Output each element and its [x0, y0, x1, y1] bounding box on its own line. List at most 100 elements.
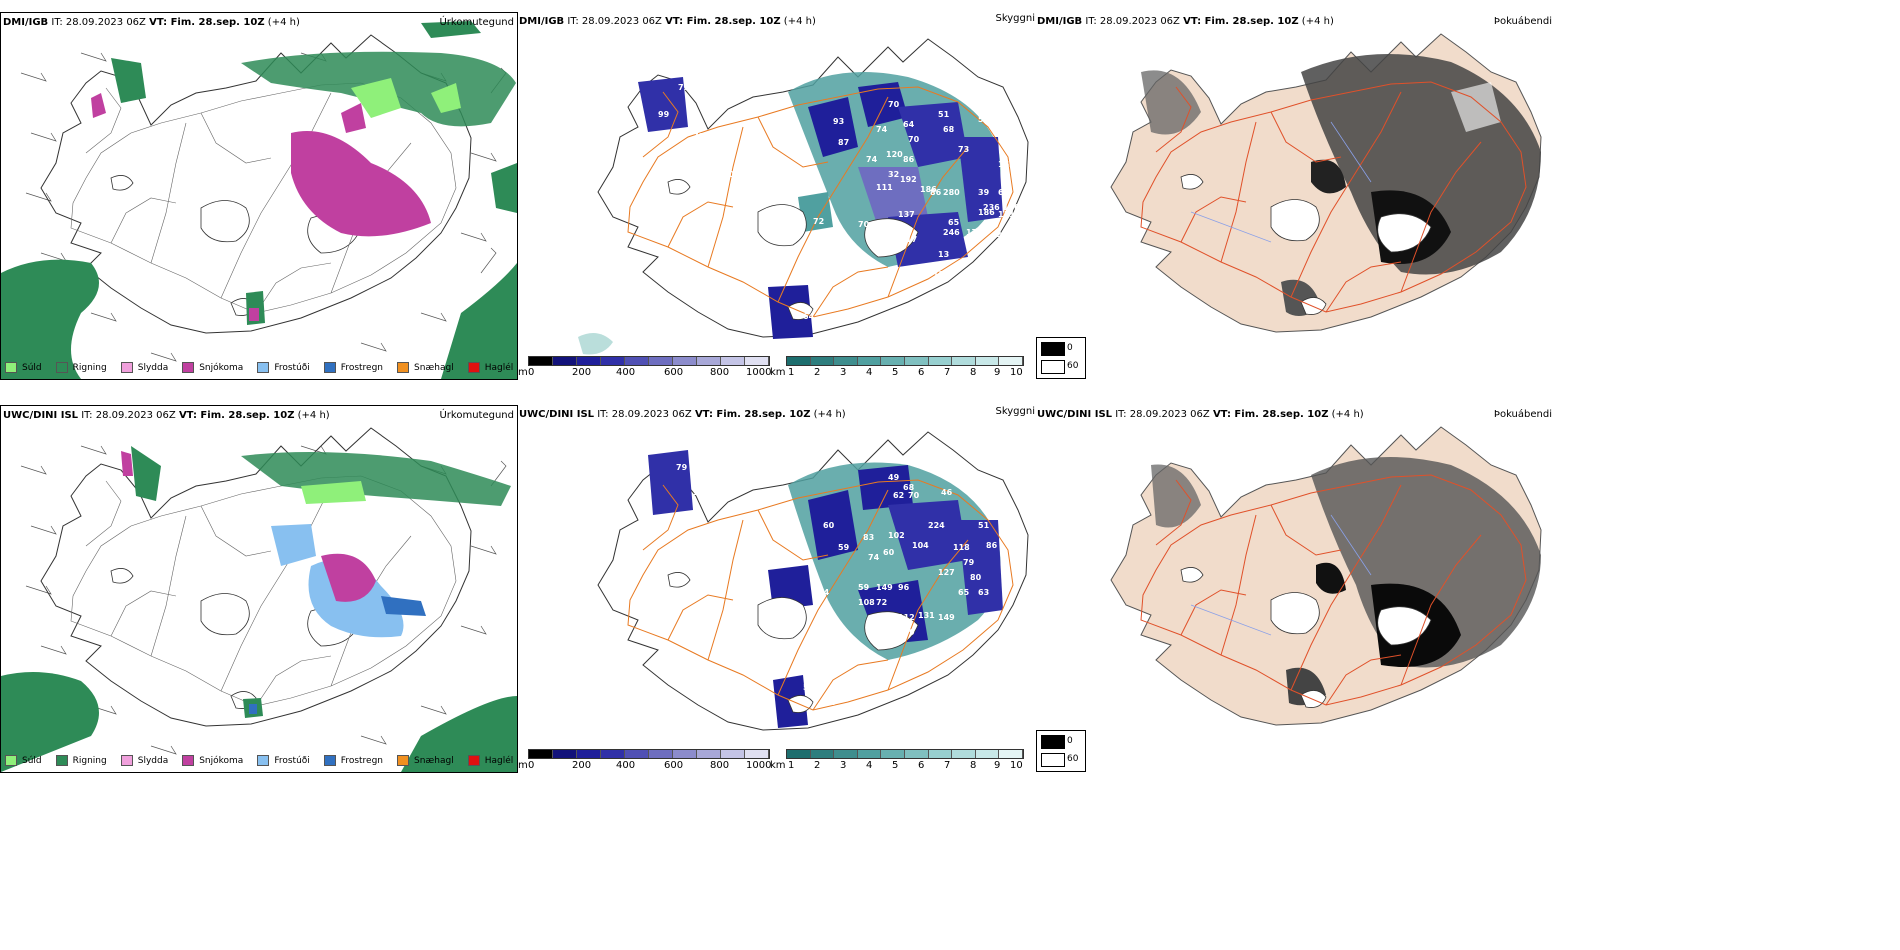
colorbar-segment [857, 750, 882, 758]
precip-type-map [1, 427, 517, 772]
colorbar-segment [881, 357, 905, 365]
colorbar-segment [952, 750, 976, 758]
colorbar-segment [601, 357, 625, 365]
legend-swatch [467, 362, 480, 373]
rivers [1190, 514, 1372, 636]
snow-depth-label: 131 [918, 611, 935, 620]
snow-depth-label: 64 [818, 588, 830, 597]
snow-depth-label: 75 [713, 488, 725, 497]
fog-swatch-dark [1041, 342, 1065, 356]
legend-item-frostudi: Frostúði [257, 755, 310, 766]
snow-depth-label: 59 [838, 543, 850, 552]
snow-depth-label: 192 [900, 175, 917, 184]
fog-swatch-light [1041, 753, 1065, 767]
snow-depth-label: 80 [970, 573, 982, 582]
snow-depth-label: 86 [986, 541, 998, 550]
colorbar-segment [577, 357, 601, 365]
snow-depth-label: 111 [876, 183, 893, 192]
snow-depth-label: 70 [908, 135, 920, 144]
legend-item-slydda: Slydda [120, 362, 168, 373]
legend-item-snaehagl: Snæhagl [397, 362, 454, 373]
colorbar-segment [904, 750, 929, 758]
snow-depth-label: 60 [998, 188, 1010, 197]
legend-item-snjokoma: Snjókoma [182, 755, 243, 766]
snow-depth-label: 53 [978, 115, 989, 124]
colorbar-segment [721, 750, 745, 758]
snow-depth-label: 111 [998, 210, 1015, 219]
snow-depth-label: 51 [938, 110, 950, 119]
snow-depth-label: 93 [833, 117, 844, 126]
precip-areas [1, 21, 517, 379]
snow-depth-label: 100 [1003, 203, 1020, 212]
snow-depth-label: 42 [828, 330, 839, 339]
snow-depth-label: 49 [888, 473, 900, 482]
legend-swatch [55, 755, 68, 766]
legend-item-slydda: Slydda [120, 755, 168, 766]
colorbar-segment [625, 750, 649, 758]
snow-depth-label: 112 [898, 613, 915, 622]
panel-title-fog: Þokuábendi [1493, 409, 1552, 420]
colorbar-segment [999, 750, 1023, 758]
snow-depth-label: 163 [998, 160, 1015, 169]
snow-depth-label: 64 [803, 312, 815, 321]
panel-title-visibility: Skyggni [995, 406, 1035, 417]
legend-swatch [397, 755, 410, 766]
snow-depth-label: 73 [678, 83, 689, 92]
snow-depth-label: 63 [978, 588, 989, 597]
snow-depth-label: 37 [826, 698, 837, 707]
fog-areas [1151, 457, 1541, 706]
legend-swatch [257, 755, 270, 766]
init-time: IT: 28.09.2023 06Z [51, 17, 146, 28]
snow-depth-label: 280 [943, 188, 960, 197]
panel-title-precip: Úrkomutegund [439, 410, 514, 421]
snow-depth-label: 186 [978, 208, 995, 217]
fog-panel-2: UWC/DINI ISL IT: 28.09.2023 06Z VT: Fim.… [1036, 405, 1900, 773]
colorbar-segment [952, 357, 976, 365]
snow-depth-label: 60 [883, 548, 895, 557]
colorbar-segment [928, 750, 953, 758]
visibility-colorbar: km 1 2 3 4 5 6 7 8 9 10 [770, 749, 1030, 773]
colorbar-segment [787, 750, 811, 758]
colorbar-segment [553, 357, 577, 365]
snow-depth-label: 32 [738, 160, 749, 169]
rivers [1190, 121, 1372, 243]
fog-map [1110, 33, 1542, 333]
header-6: UWC/DINI ISL IT: 28.09.2023 06Z VT: Fim.… [1037, 409, 1364, 420]
snow-depth-label: 39 [978, 188, 990, 197]
colorbar-segment [697, 357, 721, 365]
snow-depth-label: 65 [958, 588, 970, 597]
colorbar-segment [697, 750, 721, 758]
legend-swatch [5, 755, 17, 766]
header-2: DMI/IGB IT: 28.09.2023 06Z VT: Fim. 28.s… [519, 16, 816, 27]
header-1: DMI/IGB IT: 28.09.2023 06Z VT: Fim. 28.s… [3, 17, 300, 29]
fog-panel-1: DMI/IGB IT: 28.09.2023 06Z VT: Fim. 28.s… [1036, 12, 1900, 380]
snow-depth-label: 12 [933, 270, 944, 279]
snow-depth-label: 79 [676, 463, 688, 472]
legend-item-sould: Súld [5, 362, 42, 373]
snow-depth-label: 127 [938, 568, 955, 577]
snow-depth-label: 186 [920, 185, 937, 194]
legend-item-frostregn: Frostregn [323, 362, 383, 373]
snow-depth-label: 74 [876, 125, 888, 134]
snow-depth-label: 53 [998, 503, 1009, 512]
snow-depth-label: 149 [938, 613, 955, 622]
snow-depth-label: 120 [886, 150, 903, 159]
colorbar-segment [834, 750, 858, 758]
snow-depth-label: 17 [906, 235, 917, 244]
colorbar-segment [975, 357, 1000, 365]
snow-depth-label: 96 [898, 583, 910, 592]
snow-depth-label: 78 [693, 132, 705, 141]
snow-depth-label: 20 [723, 170, 735, 179]
snow-depth-label: 73 [958, 145, 969, 154]
fog-legend: 0 60 [1036, 730, 1086, 772]
snow-depth-label: 13 [938, 250, 949, 259]
snow-depth-label: 83 [863, 533, 874, 542]
lead-offset: (+4 h) [267, 17, 300, 28]
fog-map [1110, 426, 1542, 726]
visibility-panel-2: 79 65 97 75 49 68 62 70 46 61 53 51 60 102 104 224 91 83 5… [518, 405, 1058, 773]
snow-depth-label: 236 [983, 203, 1000, 212]
colorbar-segment [625, 357, 649, 365]
legend-item-rigning: Rigning [55, 362, 107, 373]
visibility-panel-1: 73 99 78 32 20 93 87 74 74 70 64 51 68 53 51 73 70 120 86 3… [518, 12, 1058, 380]
snow-depth-label: 70 [858, 220, 870, 229]
